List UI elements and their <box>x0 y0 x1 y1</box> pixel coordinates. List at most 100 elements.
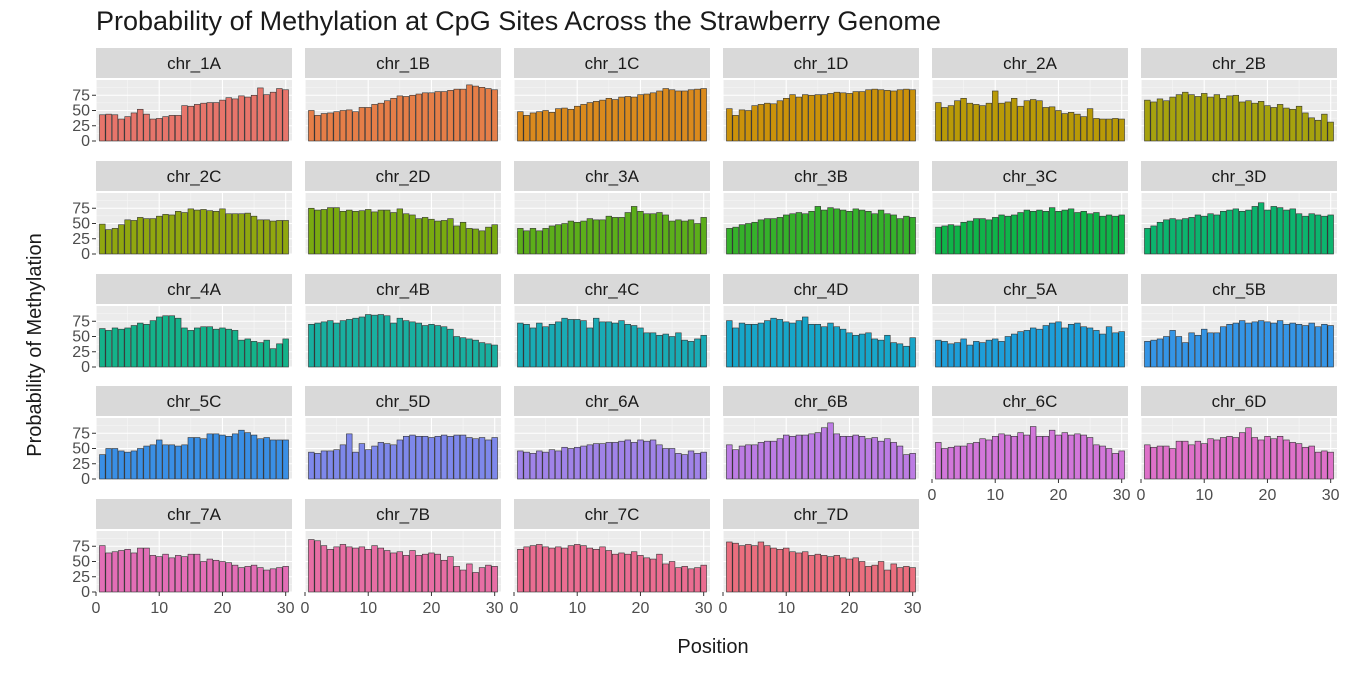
bar <box>529 327 537 368</box>
bar <box>459 569 467 593</box>
bar <box>649 213 657 255</box>
bar <box>656 212 663 255</box>
bar <box>757 104 765 142</box>
bar <box>795 320 803 368</box>
facet-strip <box>514 161 710 191</box>
bar <box>1194 334 1202 368</box>
bar <box>1175 336 1183 368</box>
bar <box>1194 96 1202 142</box>
bar <box>339 544 347 593</box>
bar <box>1055 211 1062 255</box>
bar <box>1156 338 1164 368</box>
bar <box>561 223 568 255</box>
bar <box>225 562 232 593</box>
bar <box>726 320 733 368</box>
bar <box>365 209 372 255</box>
bar <box>694 88 701 142</box>
bar <box>282 439 289 480</box>
bar <box>263 94 270 142</box>
bar <box>1308 213 1315 255</box>
bar <box>1276 104 1284 142</box>
bar <box>282 89 289 142</box>
x-tick-label: 20 <box>1050 487 1068 504</box>
bar <box>1175 219 1183 255</box>
bar <box>846 93 853 142</box>
x-tick-label: 30 <box>486 600 504 617</box>
bar <box>434 220 441 255</box>
bar <box>517 322 524 368</box>
bar <box>1220 98 1227 142</box>
bar <box>459 221 467 255</box>
bar <box>700 451 707 480</box>
bar <box>491 89 498 142</box>
bar <box>574 544 581 593</box>
bar <box>630 551 638 593</box>
bar <box>1213 94 1221 142</box>
bar <box>745 223 752 255</box>
bar <box>1169 448 1176 480</box>
bar <box>111 327 119 368</box>
bar <box>593 101 600 142</box>
bar <box>1232 94 1239 142</box>
x-tick-label: 0 <box>719 600 728 617</box>
bar <box>985 219 993 255</box>
bar <box>668 89 676 142</box>
facet-strip-label: chr_7A <box>167 505 222 524</box>
bar <box>1023 330 1030 368</box>
bar <box>1105 214 1113 255</box>
bar <box>371 104 378 142</box>
bar <box>1023 100 1030 142</box>
bar <box>447 90 454 142</box>
bar <box>459 337 467 368</box>
bar <box>992 90 999 142</box>
x-tick-label: 30 <box>695 600 713 617</box>
bar <box>966 344 974 368</box>
facet-strip-label: chr_3A <box>585 167 640 186</box>
bar <box>1188 332 1195 368</box>
facet-panel-chr_4D: chr_4D <box>722 274 919 368</box>
bar <box>1086 437 1094 480</box>
bar <box>130 112 138 142</box>
bar <box>1017 105 1024 142</box>
bar <box>852 208 859 255</box>
bar <box>517 228 524 255</box>
bar <box>1074 433 1081 480</box>
bar <box>1295 443 1303 480</box>
bar <box>1105 118 1113 142</box>
x-tick-label: 10 <box>986 487 1004 504</box>
bar <box>694 338 701 368</box>
bar <box>1061 432 1068 480</box>
bar <box>409 214 416 255</box>
bar <box>168 444 176 480</box>
bar <box>320 321 328 368</box>
bar <box>523 451 530 480</box>
facet-strip <box>723 386 919 416</box>
bar <box>795 96 803 142</box>
y-tick-label: 50 <box>72 216 90 233</box>
bar <box>586 218 594 255</box>
facet-strip-label: chr_1D <box>794 54 849 73</box>
bar <box>643 93 650 142</box>
bar <box>954 225 961 255</box>
bar <box>561 446 568 480</box>
bar <box>523 115 530 142</box>
facet-panel-chr_3C: chr_3C <box>931 161 1128 255</box>
bar <box>985 439 993 480</box>
bar <box>966 102 974 142</box>
bar <box>1030 211 1037 255</box>
y-tick-label: 50 <box>72 103 90 120</box>
bar <box>909 89 916 142</box>
bar <box>1030 327 1037 368</box>
y-tick-label: 50 <box>72 554 90 571</box>
bar <box>1156 445 1164 480</box>
bar <box>168 315 176 368</box>
bar <box>1017 212 1024 255</box>
bar <box>194 104 201 142</box>
bar <box>409 550 416 593</box>
facet-strip-label: chr_1B <box>376 54 430 73</box>
bar <box>212 433 220 480</box>
bar <box>1314 214 1322 255</box>
bar <box>738 322 746 368</box>
